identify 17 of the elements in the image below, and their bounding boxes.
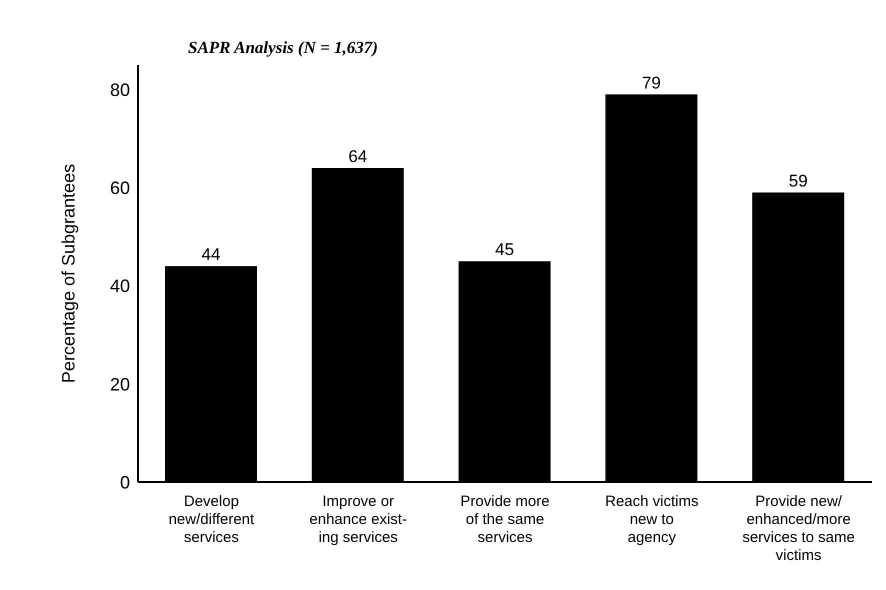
data-label: 64	[348, 147, 368, 166]
y-tick-label: 80	[110, 80, 130, 100]
x-tick-label: Reach victims new to agency	[605, 493, 698, 546]
x-tick-label: Provide new/ enhanced/more services to same victims	[742, 493, 855, 564]
y-tick-label: 60	[110, 178, 130, 198]
x-tick-label: Provide more of the same services	[460, 493, 550, 546]
data-label: 45	[495, 240, 514, 260]
y-tick-label: 40	[110, 276, 130, 296]
y-tick-label: 0	[120, 472, 130, 492]
x-tick-label: Improve or enhance exist- ing services	[309, 493, 407, 546]
data-label: 79	[642, 73, 661, 92]
y-tick-label: 20	[110, 374, 130, 394]
chart-subtitle: SAPR Analysis (N = 1,637)	[188, 38, 378, 58]
data-label: 59	[788, 172, 808, 191]
y-axis-title: Percentage of Subgrantees	[58, 164, 78, 384]
data-label: 44	[202, 245, 220, 264]
x-tick-label: Develop new/different services	[168, 493, 256, 546]
